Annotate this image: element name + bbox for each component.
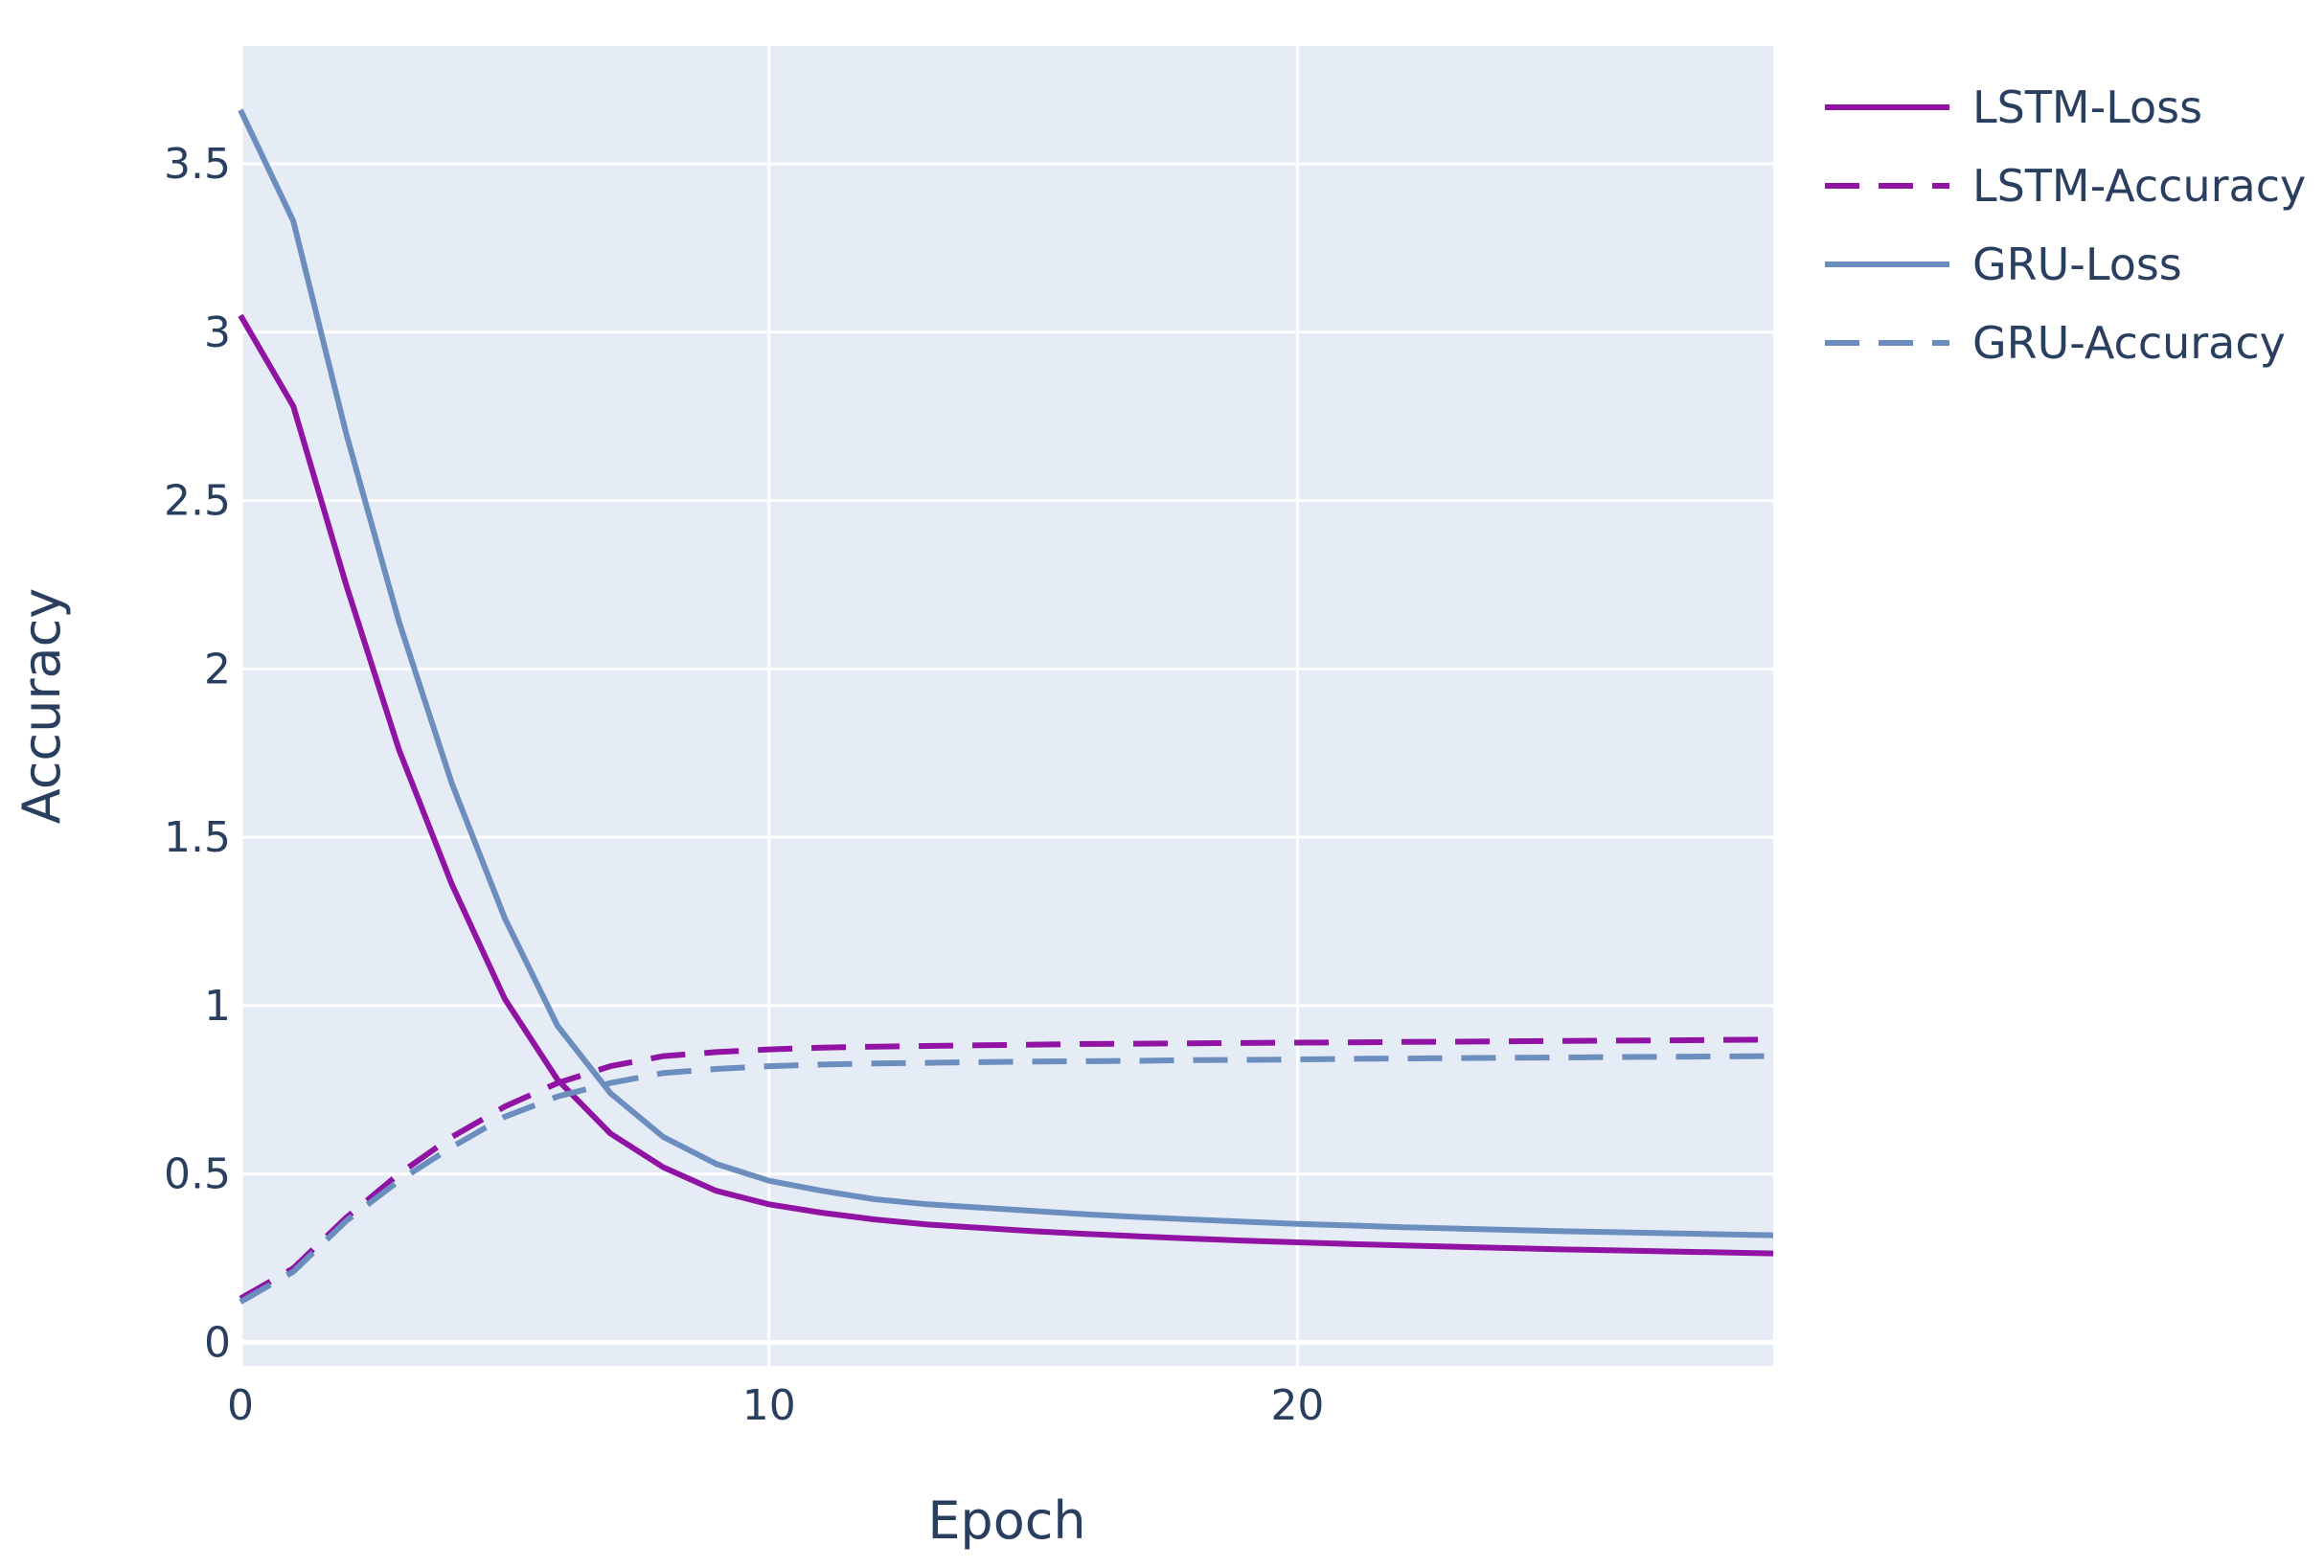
y-tick-label: 2.5: [164, 477, 231, 526]
legend: LSTM-Loss LSTM-Accuracy GRU-Loss GRU-Accura…: [1825, 81, 2306, 369]
series-line-lstm-accuracy: [239, 1036, 1774, 1302]
x-tick-label: 0: [227, 1381, 254, 1430]
series-line-gru-loss: [238, 108, 1774, 1238]
y-tick-label: 2: [204, 645, 231, 693]
y-tick-label: 0.5: [164, 1150, 231, 1199]
legend-label: GRU-Accuracy: [1972, 317, 2286, 369]
legend-label: LSTM-Accuracy: [1972, 160, 2306, 212]
y-tick-label: 0: [204, 1318, 231, 1367]
tick-layer: 0 0.5 1 1.5 2 2.5 3 3.5 0 10 20: [164, 140, 1324, 1430]
x-tick-label: 20: [1270, 1381, 1324, 1430]
y-tick-label: 1: [204, 982, 231, 1031]
legend-label: LSTM-Loss: [1972, 81, 2202, 133]
y-tick-label: 3: [204, 308, 231, 357]
y-tick-label: 1.5: [164, 813, 231, 862]
y-tick-label: 3.5: [164, 140, 231, 189]
series-line-lstm-loss: [238, 313, 1774, 1257]
series-line-gru-accuracy: [239, 1053, 1774, 1305]
grid: [238, 46, 1773, 1366]
plot-background: [240, 46, 1773, 1366]
series-layer: [238, 108, 1774, 1305]
legend-label: GRU-Loss: [1972, 239, 2182, 290]
x-tick-label: 10: [742, 1381, 796, 1430]
x-axis-title: Epoch: [927, 1490, 1085, 1551]
y-axis-title: Accuracy: [11, 588, 72, 825]
